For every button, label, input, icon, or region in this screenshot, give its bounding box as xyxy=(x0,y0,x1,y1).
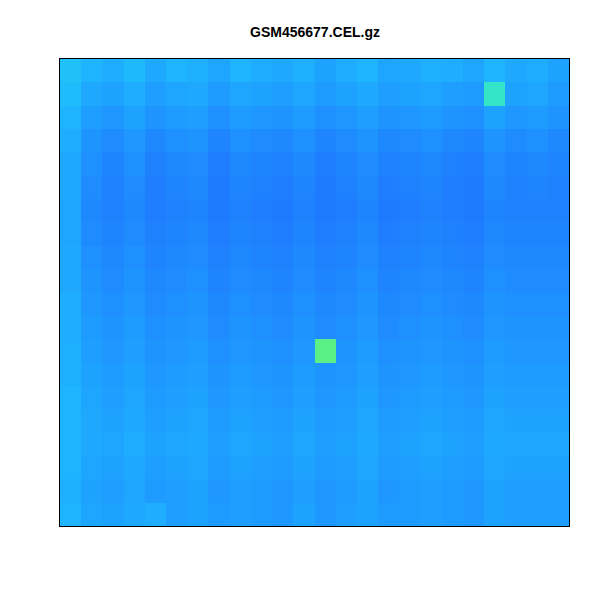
svg-text:GSM456677.CEL.gz: GSM456677.CEL.gz xyxy=(250,24,380,40)
